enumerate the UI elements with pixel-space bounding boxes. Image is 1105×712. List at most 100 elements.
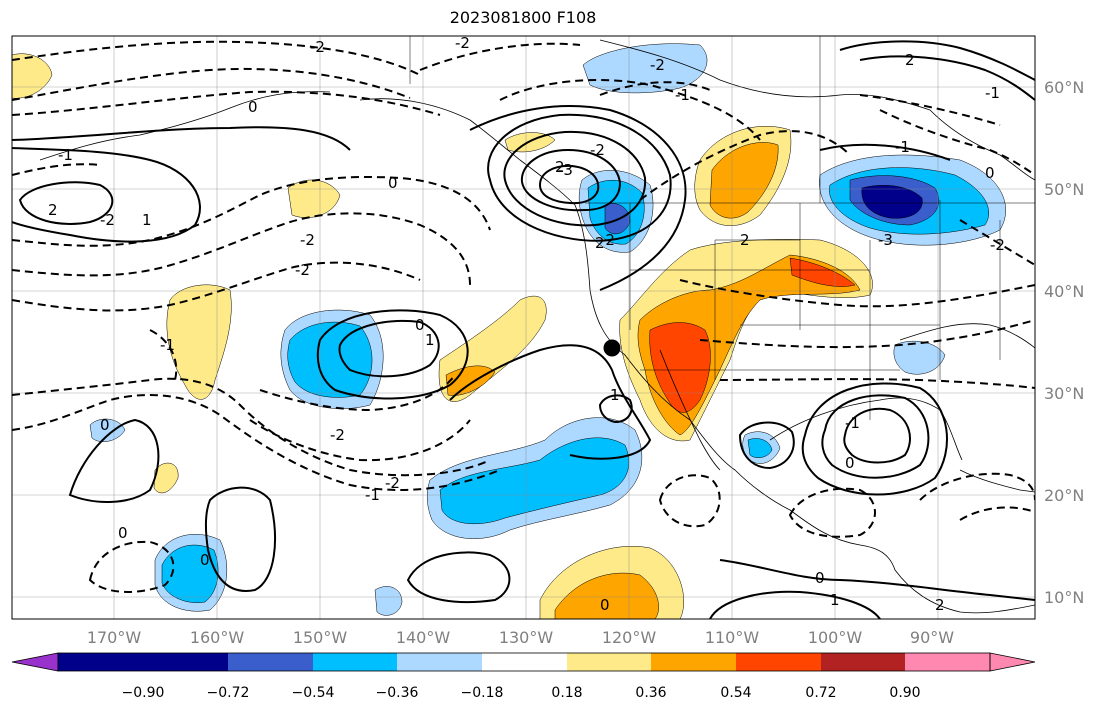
political-borders [409,36,1035,420]
solid-contour [520,148,622,212]
colorbar-right-extension [989,652,1036,672]
contour-label: 0 [985,164,995,182]
colorbar-left-extension [11,652,59,672]
colorbar-frame [57,652,991,672]
contour-label: 1 [425,331,435,349]
negative-anomaly-region [439,437,630,524]
lat-label: 40°N [1044,282,1084,301]
solid-contour [68,418,160,503]
dashed-contour [249,419,471,462]
lon-label: 170°W [87,628,142,647]
negative-anomaly-region [287,321,373,398]
coastline [359,98,1035,614]
dashed-contour [419,42,581,71]
solid-contour [801,382,948,496]
contour-label: -2 [590,141,605,159]
dashed-contour [12,261,421,312]
negative-anomaly-region [161,544,219,603]
dashed-contour [88,540,175,593]
contour-label: -2 [990,236,1005,254]
solid-contour [709,590,881,619]
contour-label: -2 [600,231,615,249]
contour-label: 0 [100,416,110,434]
dashed-contour [149,329,178,381]
dashed-contour [599,81,711,96]
lat-label: 20°N [1044,486,1084,505]
dashed-contour [12,176,491,247]
lon-label: 140°W [396,628,451,647]
solid-contour [503,130,647,227]
lon-label: 110°W [705,628,760,647]
lon-label: 150°W [293,628,348,647]
dashed-contour [719,378,1035,389]
dashed-contour [879,109,1035,176]
contour-label: 0 [815,569,825,587]
shaded-fields [12,43,1006,619]
negative-anomaly-region [582,43,708,94]
lon-label: 90°W [910,628,954,647]
contour-label: 2 [740,231,750,249]
solid-contour [843,407,911,464]
lat-label: 50°N [1044,180,1084,199]
contour-label: -2 [100,211,115,229]
contour-label: 1 [142,211,152,229]
dashed-contour [12,90,441,116]
coastline [959,469,1035,493]
colorbar-tick: −0.72 [207,685,250,701]
contour-label: 0 [845,454,855,472]
contour-label: 2 [905,51,915,69]
contour-label: 2 [935,596,945,614]
solid-contour [819,143,951,161]
positive-anomaly-region [554,572,659,619]
colorbar-tick: −0.18 [461,685,504,701]
contour-label: 0 [415,316,425,334]
coastline [599,39,931,111]
solid-contour [12,147,201,243]
colorbar-ticks: −0.90 −0.72 −0.54 −0.36 −0.18 0.18 0.36 … [122,685,921,701]
contour-label: -2 [650,56,665,74]
colorbar-tick: −0.54 [292,685,335,701]
solid-contour [538,164,600,205]
colorbar-segment [58,653,143,671]
solid-contour [859,55,1035,101]
solid-contour [738,421,795,470]
dashed-contour [788,487,876,538]
negative-anomaly-region [747,438,773,458]
coastline [659,349,721,471]
contour-label: -2 [300,231,315,249]
solid-contour [18,181,114,225]
positive-anomaly-region [649,257,856,413]
dashed-contour [919,472,1035,501]
positive-anomaly-region [166,284,232,400]
map-frame [11,35,1036,620]
contour-label: 2 [48,201,58,219]
contour-label: 2 [555,158,565,176]
dashed-contour [12,67,411,101]
contours-dashed [12,40,1035,593]
colorbar-segment [143,653,228,671]
longitude-labels: 170°W 160°W 150°W 140°W 130°W 120°W 110°… [87,628,954,647]
dashed-contour [259,374,456,412]
colorbar: −0.90 −0.72 −0.54 −0.36 −0.18 0.18 0.36 … [11,652,1036,701]
lat-label: 30°N [1044,384,1084,403]
lon-label: 130°W [499,628,554,647]
solid-contour [12,126,351,151]
dashed-contour [12,212,471,286]
lat-label: 60°N [1044,78,1084,97]
contour-label: -1 [675,86,690,104]
dashed-contour [12,40,421,76]
contour-label: 0 [200,551,210,569]
colorbar-segment [736,653,821,671]
colorbar-tick: 0.72 [805,685,836,701]
negative-anomaly-region [861,185,923,219]
solid-contour [821,394,930,479]
negative-anomaly-region [374,586,403,616]
colorbar-segment [228,653,313,671]
positive-anomaly-region [709,142,779,219]
solid-contour [338,319,440,378]
latitude-labels: 60°N 50°N 40°N 30°N 20°N 10°N [1044,78,1084,607]
solid-contour [449,344,652,460]
contour-label: 1 [610,386,620,404]
colorbar-tick: 0.54 [720,685,751,701]
